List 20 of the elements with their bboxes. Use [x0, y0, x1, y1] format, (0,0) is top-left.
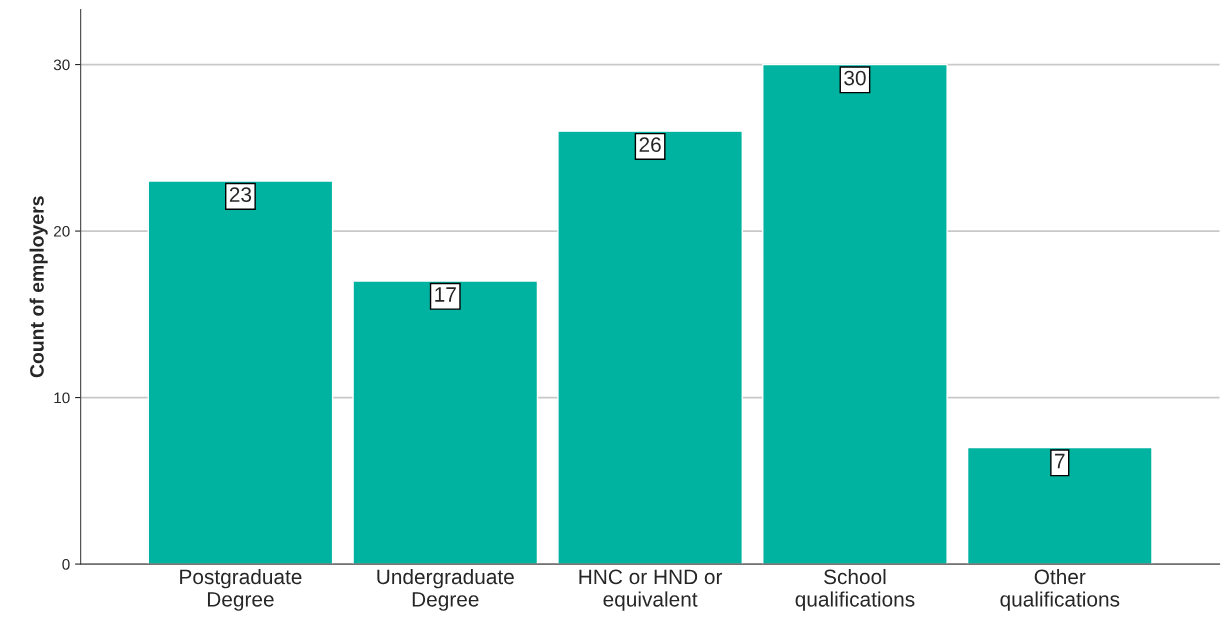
x-tick-label: School qualifications: [795, 568, 915, 611]
x-tick-label: Other qualifications: [1000, 568, 1120, 611]
y-tick-label: 30: [53, 59, 70, 71]
bar: [762, 63, 948, 565]
y-tick-label: 0: [62, 558, 70, 570]
y-axis-title: Count of employers: [29, 196, 48, 378]
x-tick-label: HNC or HND or equivalent: [579, 569, 723, 611]
bar: [966, 446, 1153, 565]
data-label: 7: [1055, 453, 1065, 469]
data-label: 26: [639, 137, 661, 153]
data-label: 17: [435, 287, 456, 302]
x-tick-label: Postgraduate Degree: [180, 568, 302, 611]
bar: [352, 280, 539, 565]
bar: [147, 180, 334, 565]
y-tick-label: 20: [54, 225, 70, 237]
data-label: 30: [844, 70, 866, 86]
bar: [557, 130, 743, 565]
y-tick-label: 10: [54, 392, 70, 404]
data-label: 23: [229, 187, 252, 202]
x-tick-label: Undergraduate Degree: [377, 568, 514, 611]
